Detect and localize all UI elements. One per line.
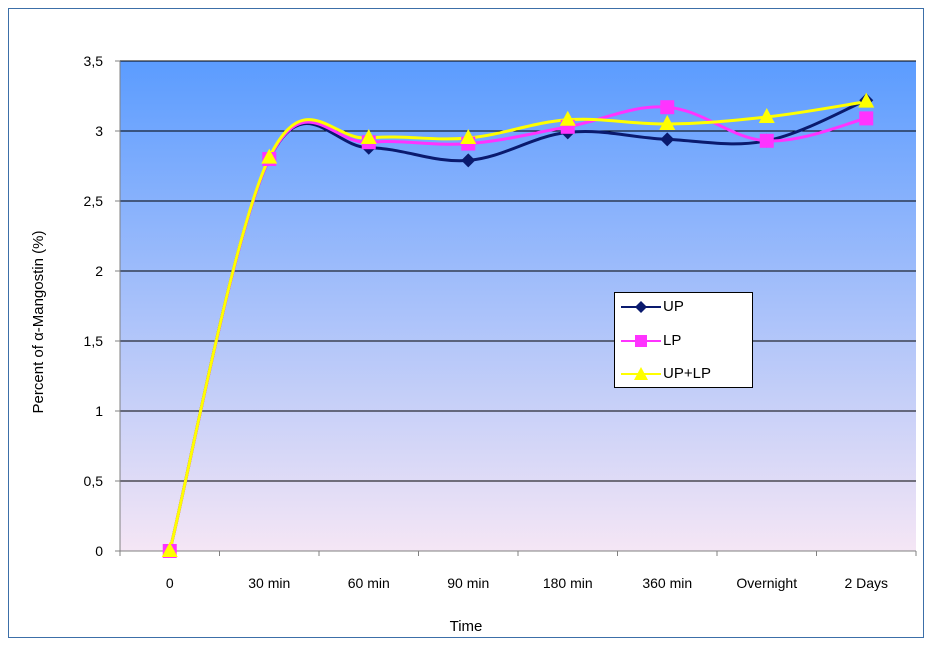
y-tick-label: 3,5 <box>84 53 104 69</box>
legend-item-up: UP <box>615 297 752 317</box>
x-axis-label: Time <box>450 618 483 635</box>
x-tick-label: 2 Days <box>844 575 888 591</box>
legend-label-up: UP <box>663 298 684 315</box>
data-point-lp <box>760 134 774 148</box>
legend-item-lp: LP <box>615 331 752 351</box>
x-tick-label: 180 min <box>543 575 593 591</box>
x-tick-label: 360 min <box>642 575 692 591</box>
legend-swatch-up <box>619 297 663 317</box>
data-point-lp <box>660 100 674 114</box>
legend-item-up-lp: UP+LP <box>615 364 752 384</box>
legend-swatch-lp <box>619 331 663 351</box>
legend: UP LP UP+LP <box>614 292 753 388</box>
data-point-lp <box>859 111 873 125</box>
y-tick-label: 1,5 <box>84 333 104 349</box>
y-tick-label: 0 <box>95 543 103 559</box>
x-tick-labels: 0 30 min 60 min 90 min 180 min 360 min Overnig… <box>166 575 888 591</box>
y-tick-labels: 0 0,5 1 1,5 2 2,5 3 3,5 <box>84 53 104 559</box>
y-tick-label: 2 <box>95 263 103 279</box>
legend-label-up-lp: UP+LP <box>663 365 711 382</box>
y-tick-label: 2,5 <box>84 193 104 209</box>
legend-label-lp: LP <box>663 332 681 349</box>
x-tick-label: Overnight <box>736 575 797 591</box>
y-tick-label: 0,5 <box>84 473 104 489</box>
x-tick-label: 0 <box>166 575 174 591</box>
x-tick-label: 60 min <box>348 575 390 591</box>
legend-swatch-up-lp <box>619 364 663 384</box>
y-tick-label: 1 <box>95 403 103 419</box>
y-tick-label: 3 <box>95 123 103 139</box>
x-tick-label: 30 min <box>248 575 290 591</box>
x-tick-label: 90 min <box>447 575 489 591</box>
plot-area <box>120 61 916 551</box>
y-axis-label: Percent of α-Mangostin (%) <box>30 231 47 414</box>
